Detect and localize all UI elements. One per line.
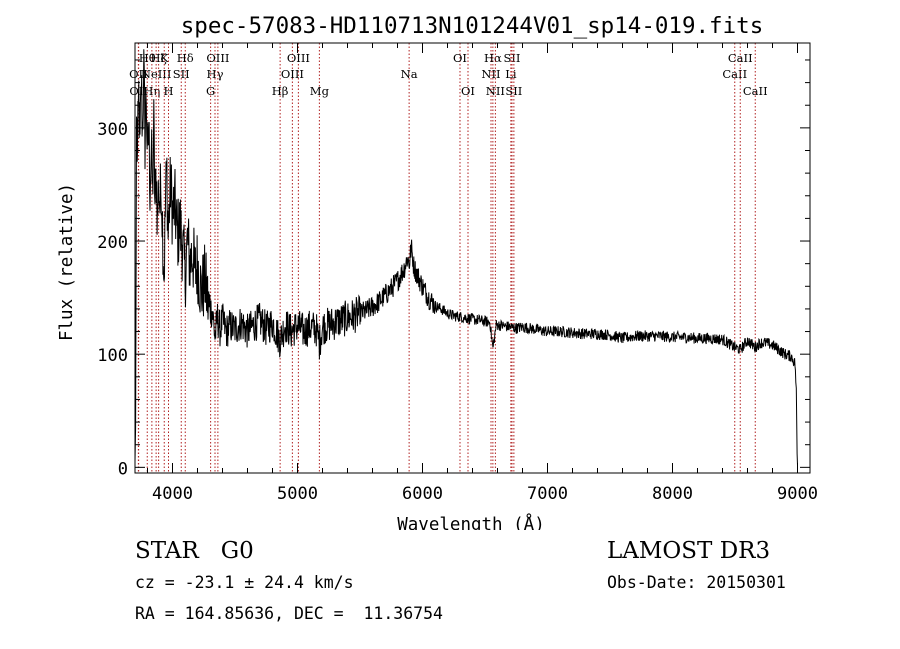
- y-tick-label-2: 200: [97, 233, 128, 253]
- line-label-17: Na: [401, 67, 418, 81]
- line-label-23: Li: [505, 67, 517, 81]
- line-label-11: Hγ: [207, 67, 224, 81]
- x-tick-label-0: 4000: [152, 484, 193, 504]
- line-label-21: Hα: [484, 51, 502, 65]
- line-label-25: SII: [505, 84, 522, 98]
- observation-date: Obs-Date: 20150301: [607, 573, 786, 592]
- sky-coordinates: RA = 164.85636, DEC = 11.36754: [135, 604, 443, 623]
- line-label-3: Hη: [143, 84, 160, 98]
- object-classification: STAR G0: [135, 538, 254, 564]
- line-label-13: Hβ: [272, 84, 289, 98]
- y-axis-label: Flux (relative): [57, 183, 77, 341]
- line-label-7: H: [163, 84, 173, 98]
- line-label-26: CaII: [722, 67, 747, 81]
- spectrum-line: [134, 49, 798, 466]
- line-label-19: OI: [461, 84, 475, 98]
- line-label-12: OIII: [206, 51, 229, 65]
- line-label-9: Hδ: [177, 51, 194, 65]
- spectral-line-markers: OIIOIIHθHηNeIIIHζKHSIIHδGHγOIIIHβOIIIOII…: [129, 43, 768, 473]
- line-label-4: NeIII: [141, 67, 172, 81]
- line-label-27: CaII: [728, 51, 753, 65]
- line-label-10: G: [206, 84, 215, 98]
- y-tick-label-3: 300: [97, 120, 128, 140]
- survey-name: LAMOST DR3: [607, 538, 771, 564]
- spectrum-chart: spec-57083-HD110713N101244V01_sp14-019.f…: [57, 13, 818, 530]
- line-label-15: OIII: [287, 51, 310, 65]
- line-label-0: OII: [129, 67, 148, 81]
- line-label-6: K: [160, 51, 169, 65]
- chart-title: spec-57083-HD110713N101244V01_sp14-019.f…: [181, 13, 763, 39]
- axis-ticks: 4000 5000 6000 7000 8000 9000 0 100 200 300: [97, 43, 818, 504]
- plot-frame: [134, 42, 811, 474]
- x-tick-label-2: 6000: [402, 484, 443, 504]
- y-tick-label-0: 0: [118, 459, 128, 479]
- line-label-16: Mg: [310, 84, 330, 98]
- line-label-5: Hζ: [150, 51, 166, 65]
- redshift-velocity: cz = -23.1 ± 24.4 km/s: [135, 573, 354, 592]
- object-class: STAR: [135, 538, 199, 564]
- x-tick-label-5: 9000: [777, 484, 818, 504]
- x-tick-label-3: 7000: [527, 484, 568, 504]
- line-label-22: NII: [486, 84, 505, 98]
- object-subclass: G0: [220, 538, 254, 564]
- y-tick-label-1: 100: [97, 346, 128, 366]
- line-label-14: OIII: [281, 67, 304, 81]
- line-label-28: CaII: [743, 84, 768, 98]
- x-tick-label-1: 5000: [277, 484, 318, 504]
- line-label-24: SII: [504, 51, 521, 65]
- line-label-8: SII: [173, 67, 190, 81]
- x-tick-label-4: 8000: [652, 484, 693, 504]
- x-axis-label: Wavelength (Å): [397, 513, 545, 530]
- line-label-18: OI: [453, 51, 467, 65]
- line-label-20: NII: [481, 67, 500, 81]
